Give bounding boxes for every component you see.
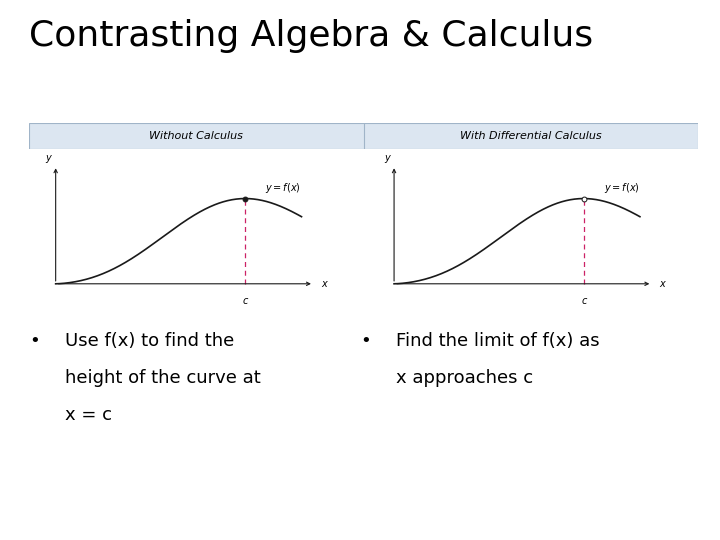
Text: Contrasting Algebra & Calculus: Contrasting Algebra & Calculus [29, 19, 593, 53]
Text: •: • [29, 332, 40, 350]
Text: •: • [360, 332, 371, 350]
FancyBboxPatch shape [29, 123, 698, 148]
Text: Use f(x) to find the: Use f(x) to find the [65, 332, 234, 350]
Text: x approaches c: x approaches c [396, 369, 533, 387]
Text: $y=f(x)$: $y=f(x)$ [265, 181, 301, 195]
Text: c: c [581, 295, 587, 306]
Text: $y = f(x)$: $y = f(x)$ [603, 181, 639, 195]
Text: Without Calculus: Without Calculus [149, 131, 243, 140]
Text: x: x [321, 279, 327, 289]
Text: height of the curve at: height of the curve at [65, 369, 261, 387]
Text: x: x [660, 279, 665, 289]
Text: With Differential Calculus: With Differential Calculus [460, 131, 602, 140]
Text: x = c: x = c [65, 406, 112, 423]
Text: y: y [45, 153, 51, 163]
Text: c: c [243, 295, 248, 306]
Text: Find the limit of f(x) as: Find the limit of f(x) as [396, 332, 600, 350]
Text: y: y [384, 153, 390, 163]
